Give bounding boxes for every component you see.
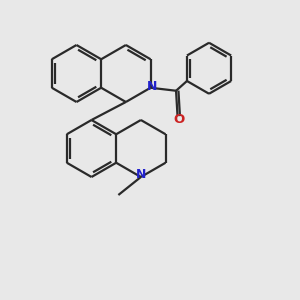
Text: O: O — [173, 113, 185, 126]
Text: N: N — [136, 168, 146, 181]
Text: N: N — [147, 80, 157, 93]
